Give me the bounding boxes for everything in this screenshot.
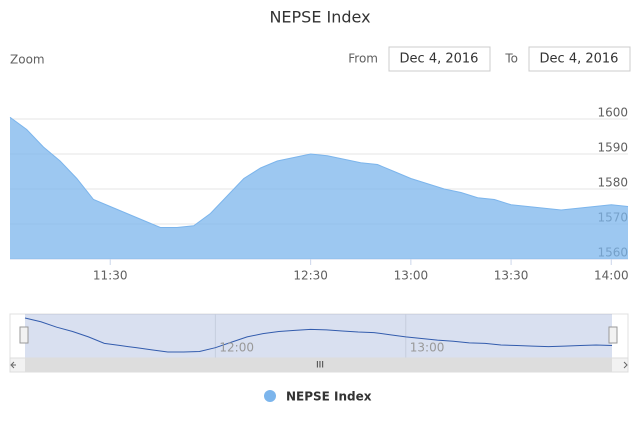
y-tick-label: 1600 <box>597 106 628 120</box>
navigator-mask[interactable] <box>25 314 612 358</box>
x-tick-label: 12:30 <box>293 269 328 283</box>
from-input[interactable] <box>388 46 491 72</box>
to-input[interactable] <box>528 46 631 72</box>
legend-marker <box>264 390 276 402</box>
scroll-left[interactable] <box>10 361 16 369</box>
scrollbar-thumb[interactable] <box>25 358 612 372</box>
navigator-frame <box>9 313 629 359</box>
x-tick-label: 14:00 <box>594 269 629 283</box>
from-label: From <box>348 52 378 66</box>
area-line <box>9 116 629 228</box>
y-tick-label: 1580 <box>597 176 628 190</box>
navigator-tick-label: 12:00 <box>219 341 254 355</box>
navigator-handle[interactable] <box>19 326 29 344</box>
area <box>10 117 628 259</box>
zoom-label: Zoom <box>10 53 45 67</box>
y-tick-label: 1590 <box>597 141 628 155</box>
x-tick-label: 13:00 <box>394 269 429 283</box>
x-tick-label: 11:30 <box>93 269 128 283</box>
from-value[interactable]: Dec 4, 2016 <box>400 52 479 67</box>
scroll-right[interactable] <box>623 361 628 369</box>
to-label: To <box>504 52 518 66</box>
legend-label: NEPSE Index <box>286 390 372 404</box>
to-value[interactable]: Dec 4, 2016 <box>540 52 619 67</box>
navigator-tick-label: 13:00 <box>410 341 445 355</box>
scrollbar-grip: III <box>316 361 324 371</box>
navigator-handle[interactable] <box>608 326 618 344</box>
x-tick-label: 13:30 <box>494 269 529 283</box>
navigator-line <box>24 317 613 353</box>
chart-title: NEPSE Index <box>269 8 370 27</box>
